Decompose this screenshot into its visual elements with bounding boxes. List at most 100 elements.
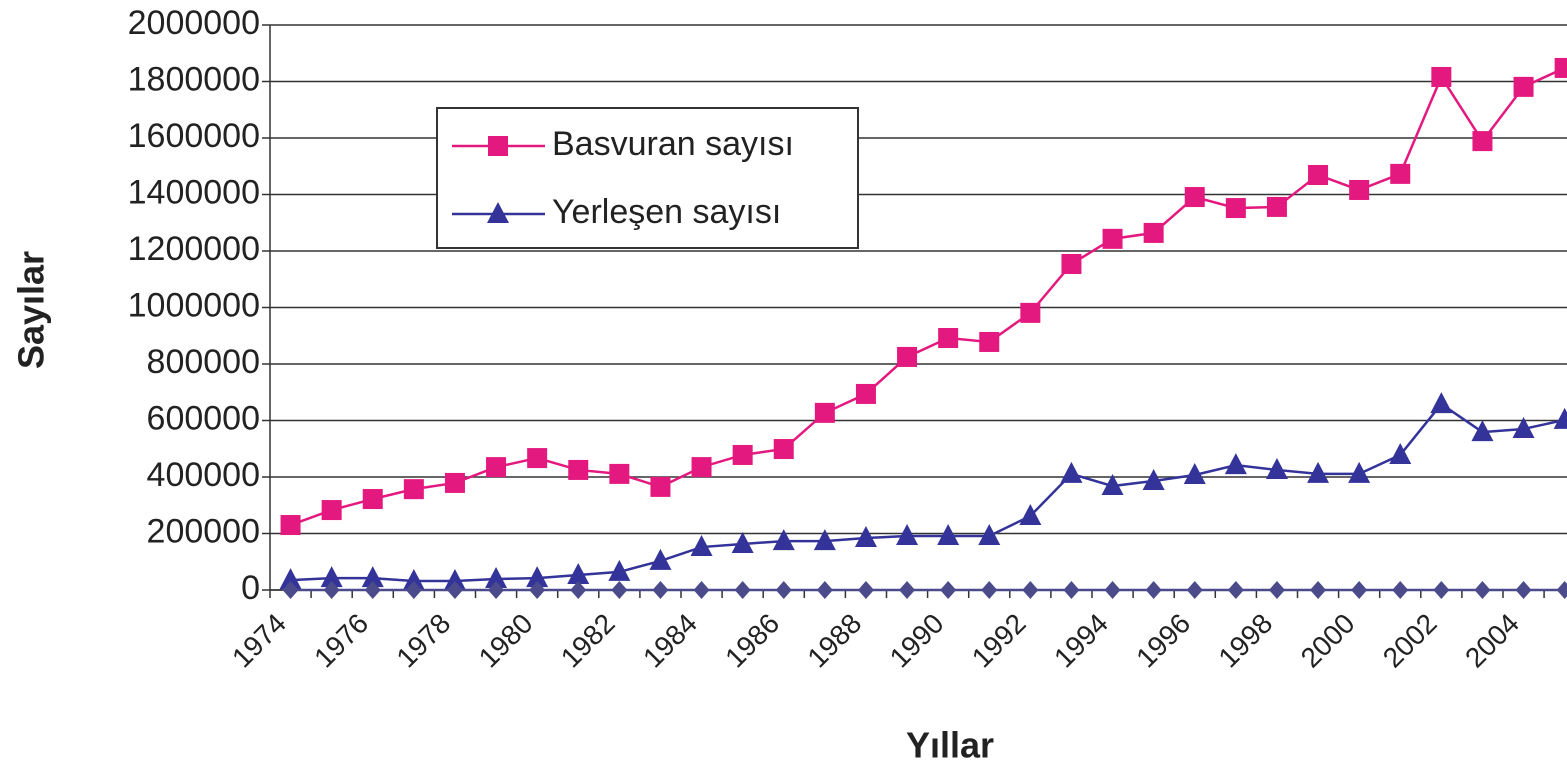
marker: [854, 526, 877, 548]
marker: [1430, 392, 1453, 414]
marker: [649, 548, 672, 570]
y-tick-label: 1000000: [128, 286, 260, 324]
marker: [1019, 503, 1042, 525]
y-tick-label: 1600000: [128, 117, 260, 155]
marker: [773, 439, 794, 460]
marker: [1142, 468, 1165, 490]
marker: [361, 566, 384, 588]
marker: [981, 581, 998, 599]
marker: [1020, 302, 1041, 323]
marker: [1349, 179, 1370, 200]
x-tick-label: 1980: [473, 608, 539, 674]
x-tick-label: 1986: [719, 608, 785, 674]
marker: [937, 524, 960, 546]
marker: [814, 402, 835, 423]
marker: [1472, 131, 1493, 152]
x-tick-label: 2000: [1295, 608, 1361, 674]
marker: [732, 444, 753, 465]
y-tick-label: 1200000: [128, 230, 260, 268]
legend-label: Basvuran sayısı: [552, 125, 794, 163]
y-tick-label: 1400000: [128, 173, 260, 211]
marker: [321, 500, 342, 521]
x-tick-label: 2002: [1377, 608, 1443, 674]
marker: [978, 524, 1001, 546]
marker: [280, 515, 301, 536]
marker: [1553, 407, 1567, 429]
marker: [813, 529, 836, 551]
marker: [940, 581, 957, 599]
x-tick-label: 1974: [226, 608, 292, 674]
marker: [979, 331, 1000, 352]
marker: [444, 472, 465, 493]
x-tick-label: 1984: [637, 608, 703, 674]
marker: [652, 581, 669, 599]
marker: [323, 581, 340, 599]
marker: [690, 535, 713, 557]
marker: [1471, 420, 1494, 442]
marker: [567, 563, 590, 585]
x-tick-label: 1990: [884, 608, 950, 674]
marker: [1104, 581, 1121, 599]
marker: [1390, 163, 1411, 184]
marker: [443, 568, 466, 590]
marker: [1266, 196, 1287, 217]
marker: [279, 568, 302, 590]
marker: [938, 328, 959, 349]
marker: [1392, 581, 1409, 599]
marker: [1351, 581, 1368, 599]
marker: [1184, 187, 1205, 208]
marker: [1308, 165, 1329, 186]
x-tick-label: 1988: [801, 608, 867, 674]
marker: [1022, 581, 1039, 599]
marker: [1433, 581, 1450, 599]
marker: [1225, 198, 1246, 219]
marker: [570, 581, 587, 599]
marker: [1348, 461, 1371, 483]
y-axis-title: Sayılar: [11, 251, 52, 369]
marker: [403, 479, 424, 500]
marker: [402, 568, 425, 590]
marker: [488, 581, 505, 599]
marker: [896, 524, 919, 546]
marker: [1265, 457, 1288, 479]
marker: [1268, 581, 1285, 599]
y-tick-label: 1800000: [128, 60, 260, 98]
marker: [1389, 442, 1412, 464]
marker: [1512, 416, 1535, 438]
series-line: [290, 402, 1565, 583]
marker: [899, 581, 916, 599]
marker: [734, 581, 751, 599]
marker: [857, 581, 874, 599]
marker: [1474, 581, 1491, 599]
marker: [446, 581, 463, 599]
marker: [1186, 581, 1203, 599]
marker: [486, 457, 507, 478]
marker: [485, 566, 508, 588]
marker: [1060, 461, 1083, 483]
marker: [1143, 222, 1164, 243]
marker: [282, 581, 299, 599]
marker: [1102, 228, 1123, 249]
marker: [1224, 453, 1247, 475]
marker: [897, 346, 918, 367]
marker: [1063, 581, 1080, 599]
x-tick-label: 1978: [390, 608, 456, 674]
marker: [1307, 461, 1330, 483]
marker: [487, 202, 509, 223]
y-tick-label: 800000: [147, 343, 260, 381]
marker: [1101, 474, 1124, 496]
marker: [609, 463, 630, 484]
y-tick-label: 2000000: [128, 4, 260, 42]
y-tick-label: 200000: [147, 512, 260, 550]
y-tick-label: 600000: [147, 399, 260, 437]
x-tick-label: 2004: [1459, 608, 1525, 674]
x-tick-label: 1976: [308, 608, 374, 674]
legend-label: Yerleşen sayısı: [552, 193, 781, 231]
marker: [1556, 581, 1567, 599]
legend: Basvuran sayısı Yerleşen sayısı: [436, 107, 859, 249]
marker: [527, 448, 548, 469]
legend-box: [436, 107, 859, 249]
marker: [405, 581, 422, 599]
marker: [855, 383, 876, 404]
